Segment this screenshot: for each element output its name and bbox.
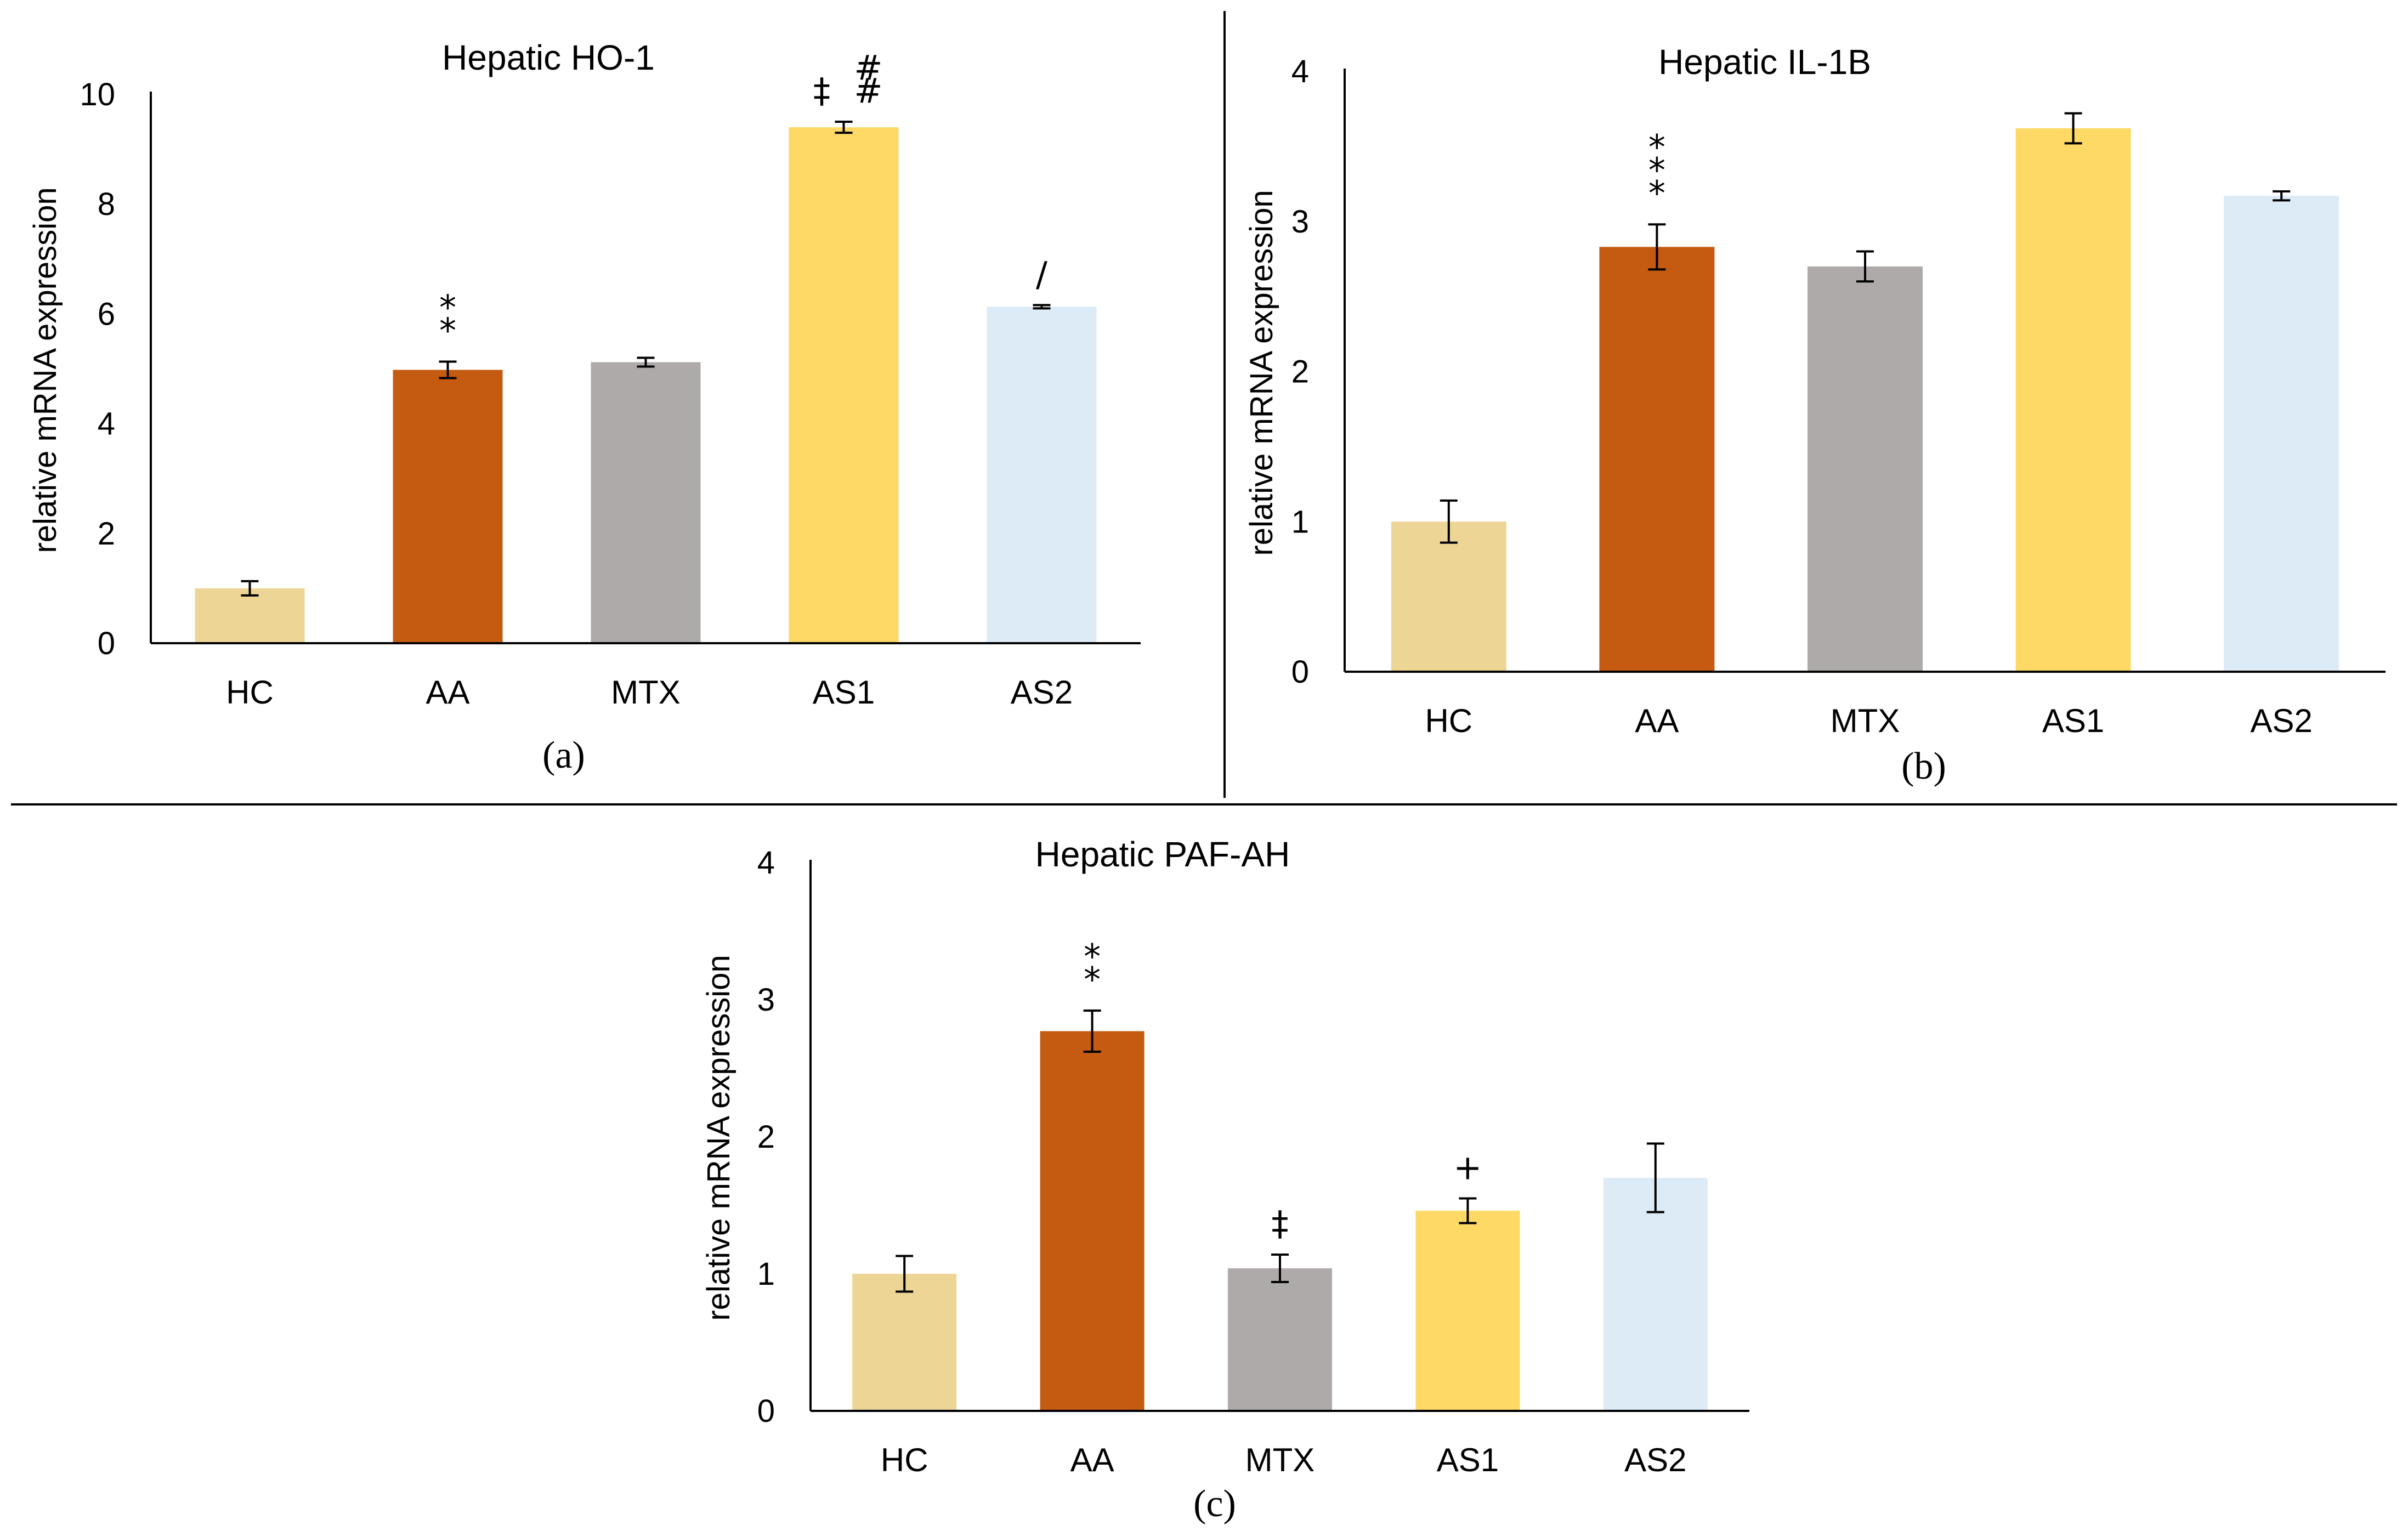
y-tick-label: 2 xyxy=(98,516,115,552)
y-tick-label: 10 xyxy=(80,77,115,112)
x-tick-label: AA xyxy=(426,674,469,711)
chart-title: Hepatic IL-1B xyxy=(1658,42,1871,82)
x-tick-label: MTX xyxy=(611,674,681,711)
chart-panel-a: Hepatic HO-1 relative mRNA expression 0 2… xyxy=(27,38,1141,776)
chart-panel-b: Hepatic IL-1B relative mRNA expression 0… xyxy=(1244,42,2386,787)
bar xyxy=(789,127,899,643)
significance-marker: ‡ xyxy=(1272,1204,1289,1244)
bar xyxy=(1599,247,1715,672)
bar xyxy=(1603,1178,1708,1411)
y-tick-label: 2 xyxy=(757,1119,775,1155)
chart-title: Hepatic PAF-AH xyxy=(1035,835,1290,874)
y-tick-label: 0 xyxy=(757,1393,775,1429)
y-tick-label: 3 xyxy=(1291,204,1309,240)
chart-title: Hepatic HO-1 xyxy=(442,38,655,77)
bar xyxy=(1228,1268,1332,1411)
significance-marker: ‡ xyxy=(813,71,830,111)
x-tick-label: HC xyxy=(881,1442,928,1478)
x-tick-label: AS2 xyxy=(2250,702,2312,739)
bar xyxy=(393,370,503,643)
panel-label: (a) xyxy=(542,734,585,776)
bar xyxy=(591,362,701,643)
y-tick-label: 4 xyxy=(757,845,775,881)
x-tick-label: AS1 xyxy=(1437,1442,1499,1478)
significance-marker: # xyxy=(854,48,883,88)
y-tick-label: 4 xyxy=(98,406,115,442)
plot-area: 0 2 4 6 8 10 HC ** AA MTX ‡ ## AS1 / AS2 xyxy=(80,48,1141,711)
y-tick-label: 3 xyxy=(757,982,775,1018)
bar xyxy=(852,1274,957,1411)
x-tick-label: AS1 xyxy=(813,674,875,711)
plot-area: 0 1 2 3 4 HC ** AA ‡ MTX + AS1 AS2 xyxy=(757,845,1749,1478)
significance-marker: / xyxy=(1036,254,1047,294)
y-tick-label: 1 xyxy=(1291,504,1309,540)
y-tick-label: 0 xyxy=(1291,654,1309,690)
y-axis-label: relative mRNA expression xyxy=(701,955,736,1320)
significance-marker: * xyxy=(1648,150,1665,190)
bar xyxy=(2224,196,2339,672)
bar xyxy=(2015,128,2131,672)
x-tick-label: AS2 xyxy=(1011,674,1073,711)
x-tick-label: HC xyxy=(226,674,274,711)
chart-panel-c: Hepatic PAF-AH relative mRNA expression … xyxy=(701,835,1749,1525)
y-axis-label: relative mRNA expression xyxy=(27,187,63,553)
x-tick-label: HC xyxy=(1425,702,1472,739)
bar xyxy=(1415,1211,1520,1411)
y-tick-label: 4 xyxy=(1291,54,1309,89)
x-tick-label: MTX xyxy=(1245,1442,1315,1478)
bar xyxy=(1808,266,1923,672)
bar xyxy=(195,588,305,643)
y-tick-label: 1 xyxy=(757,1256,775,1292)
bar xyxy=(1391,521,1506,672)
x-tick-label: MTX xyxy=(1831,702,1900,739)
y-tick-label: 0 xyxy=(98,626,115,661)
bar xyxy=(987,307,1097,643)
significance-marker: # xyxy=(854,71,883,111)
y-tick-label: 8 xyxy=(98,186,115,222)
x-tick-label: AS2 xyxy=(1624,1442,1686,1478)
panel-label: (b) xyxy=(1901,745,1946,787)
significance-marker: * xyxy=(1648,173,1665,213)
significance-marker: * xyxy=(1084,937,1101,977)
x-tick-label: AS1 xyxy=(2042,702,2104,739)
x-tick-label: AA xyxy=(1635,702,1679,739)
significance-marker: * xyxy=(439,310,456,350)
significance-marker: + xyxy=(1453,1148,1482,1188)
x-tick-label: AA xyxy=(1070,1442,1114,1478)
significance-marker: * xyxy=(1648,127,1665,167)
bar xyxy=(1040,1031,1144,1411)
panel-label: (c) xyxy=(1193,1483,1236,1525)
significance-marker: * xyxy=(439,287,456,327)
y-tick-label: 6 xyxy=(98,296,115,332)
significance-marker: * xyxy=(1084,960,1101,1000)
y-tick-label: 2 xyxy=(1291,354,1309,390)
y-axis-label: relative mRNA expression xyxy=(1244,190,1279,555)
